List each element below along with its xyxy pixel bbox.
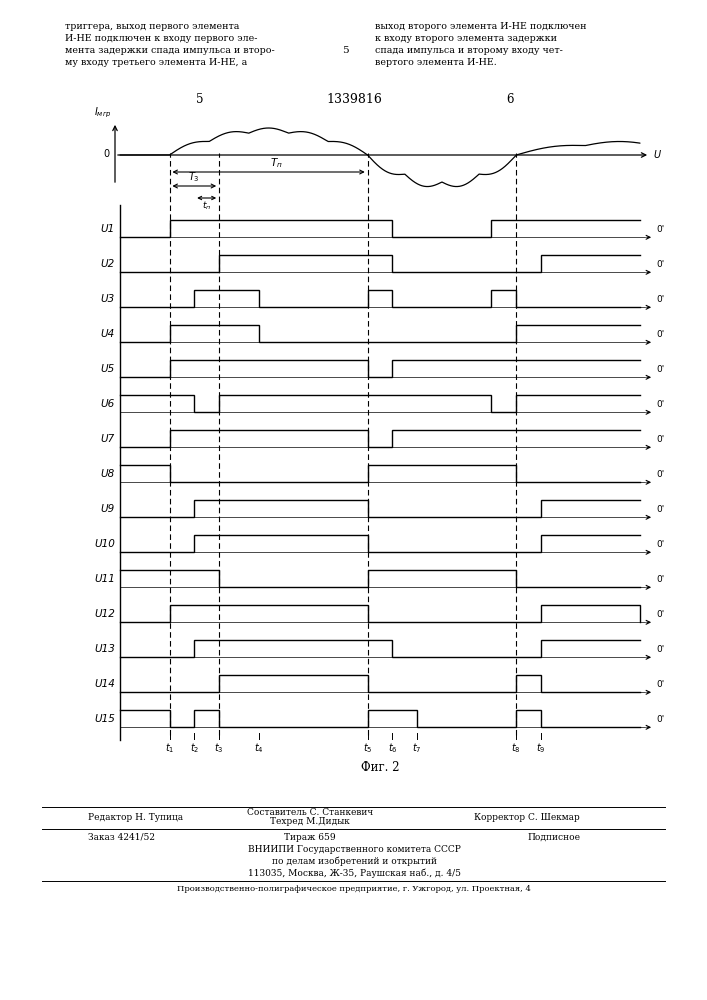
Text: U5: U5 xyxy=(101,364,115,374)
Text: Производственно-полиграфическое предприятие, г. Ужгород, ул. Проектная, 4: Производственно-полиграфическое предприя… xyxy=(177,885,531,893)
Text: U10: U10 xyxy=(94,539,115,549)
Text: Заказ 4241/52: Заказ 4241/52 xyxy=(88,833,155,842)
Text: U8: U8 xyxy=(101,469,115,479)
Text: $t_6$: $t_6$ xyxy=(387,741,397,755)
Text: выход второго элемента И-НЕ подключен: выход второго элемента И-НЕ подключен xyxy=(375,22,587,31)
Text: мента задержки спада импульса и второ-: мента задержки спада импульса и второ- xyxy=(65,46,275,55)
Text: U9: U9 xyxy=(101,504,115,514)
Text: U2: U2 xyxy=(101,259,115,269)
Text: $t_9$: $t_9$ xyxy=(536,741,546,755)
Text: 6: 6 xyxy=(506,93,514,106)
Text: $t_2$: $t_2$ xyxy=(189,741,199,755)
Text: U14: U14 xyxy=(94,679,115,689)
Text: Составитель С. Станкевич: Составитель С. Станкевич xyxy=(247,808,373,817)
Text: 5: 5 xyxy=(197,93,204,106)
Text: $T_п$: $T_п$ xyxy=(270,156,283,170)
Text: U6: U6 xyxy=(101,399,115,409)
Text: 0': 0' xyxy=(656,715,665,724)
Text: му входу третьего элемента И-НЕ, а: му входу третьего элемента И-НЕ, а xyxy=(65,58,247,67)
Text: U1: U1 xyxy=(101,224,115,234)
Text: 0': 0' xyxy=(656,505,665,514)
Text: $t_4$: $t_4$ xyxy=(254,741,264,755)
Text: триггера, выход первого элемента: триггера, выход первого элемента xyxy=(65,22,240,31)
Text: 0': 0' xyxy=(656,470,665,479)
Text: $T_3$: $T_3$ xyxy=(189,170,200,184)
Text: 0': 0' xyxy=(656,610,665,619)
Text: U13: U13 xyxy=(94,644,115,654)
Text: ВНИИПИ Государственного комитета СССР: ВНИИПИ Государственного комитета СССР xyxy=(247,845,460,854)
Text: И-НЕ подключен к входу первого эле-: И-НЕ подключен к входу первого эле- xyxy=(65,34,257,43)
Text: вертого элемента И-НЕ.: вертого элемента И-НЕ. xyxy=(375,58,497,67)
Text: 0': 0' xyxy=(656,295,665,304)
Text: 0': 0' xyxy=(656,680,665,689)
Text: Подписное: Подписное xyxy=(527,833,580,842)
Text: 0': 0' xyxy=(656,225,665,234)
Text: U15: U15 xyxy=(94,714,115,724)
Text: Техред М.Дидык: Техред М.Дидык xyxy=(270,817,350,826)
Text: U4: U4 xyxy=(101,329,115,339)
Text: $t_8$: $t_8$ xyxy=(511,741,521,755)
Text: 0': 0' xyxy=(656,435,665,444)
Text: 0: 0 xyxy=(104,149,110,159)
Text: спада импульса и второму входу чет-: спада импульса и второму входу чет- xyxy=(375,46,563,55)
Text: 113035, Москва, Ж-35, Раушская наб., д. 4/5: 113035, Москва, Ж-35, Раушская наб., д. … xyxy=(247,869,460,879)
Text: 1339816: 1339816 xyxy=(326,93,382,106)
Text: $I_{мгр}$: $I_{мгр}$ xyxy=(95,106,112,120)
Text: 0': 0' xyxy=(656,645,665,654)
Text: $t_5$: $t_5$ xyxy=(363,741,373,755)
Text: Корректор С. Шекмар: Корректор С. Шекмар xyxy=(474,813,580,822)
Text: $t_п$: $t_п$ xyxy=(202,200,211,213)
Text: к входу второго элемента задержки: к входу второго элемента задержки xyxy=(375,34,557,43)
Text: 0': 0' xyxy=(656,330,665,339)
Text: Фиг. 2: Фиг. 2 xyxy=(361,761,399,774)
Text: $t_1$: $t_1$ xyxy=(165,741,174,755)
Text: по делам изобретений и открытий: по делам изобретений и открытий xyxy=(271,857,436,866)
Text: U11: U11 xyxy=(94,574,115,584)
Text: U3: U3 xyxy=(101,294,115,304)
Text: $t_7$: $t_7$ xyxy=(412,741,422,755)
Text: 0': 0' xyxy=(656,540,665,549)
Text: 0': 0' xyxy=(656,260,665,269)
Text: Редактор Н. Тупица: Редактор Н. Тупица xyxy=(88,813,183,822)
Text: 0': 0' xyxy=(656,365,665,374)
Text: U7: U7 xyxy=(101,434,115,444)
Text: 0': 0' xyxy=(656,400,665,409)
Text: 0': 0' xyxy=(656,575,665,584)
Text: $t_3$: $t_3$ xyxy=(214,741,224,755)
Text: Тираж 659: Тираж 659 xyxy=(284,833,336,842)
Text: U: U xyxy=(653,150,660,160)
Text: 5: 5 xyxy=(341,46,349,55)
Text: U12: U12 xyxy=(94,609,115,619)
